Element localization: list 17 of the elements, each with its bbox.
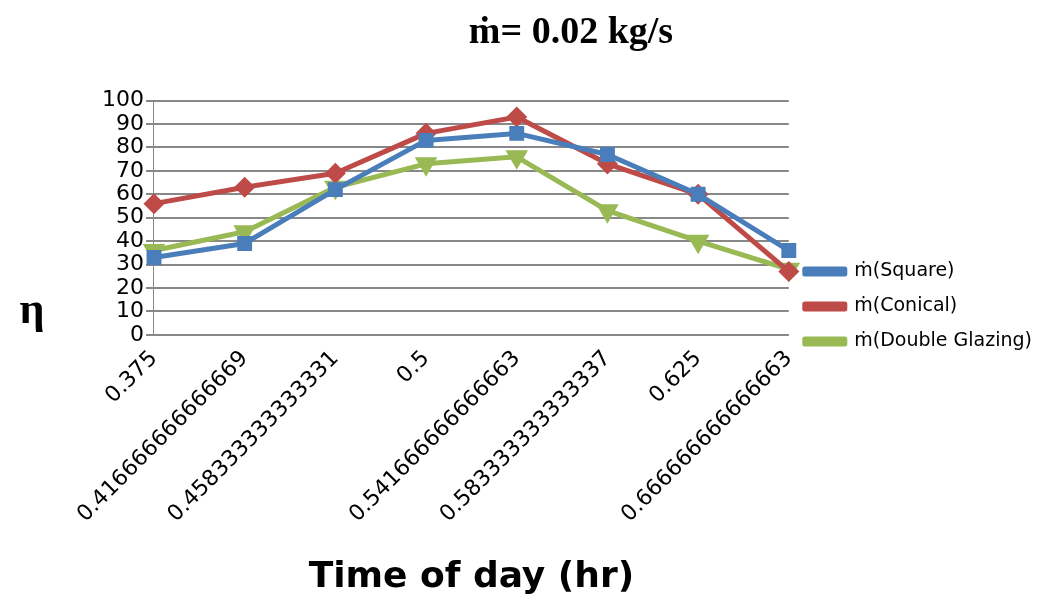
- x-axis-title: Time of day (hr): [308, 553, 635, 595]
- y-tick-label: 70: [115, 156, 144, 182]
- y-tick-label: 80: [115, 133, 144, 159]
- y-tick-label: 40: [115, 226, 144, 252]
- y-tick-label: 20: [115, 273, 144, 299]
- y-tick-label: 100: [101, 86, 144, 112]
- y-tick-label: 90: [115, 109, 144, 135]
- legend-label: ṁ(Double Glazing): [854, 328, 1032, 351]
- y-tick-label: 10: [115, 297, 144, 323]
- y-tick-label: 60: [115, 180, 144, 206]
- legend-label: ṁ(Conical): [854, 293, 958, 316]
- y-tick-label: 0: [129, 320, 144, 346]
- y-tick-label: 50: [115, 203, 144, 229]
- y-tick-label: 30: [115, 250, 144, 276]
- legend-label: ṁ(Square): [854, 258, 955, 281]
- chart-title: ṁ= 0.02 kg/s: [468, 8, 674, 51]
- y-axis-title: η: [19, 284, 45, 334]
